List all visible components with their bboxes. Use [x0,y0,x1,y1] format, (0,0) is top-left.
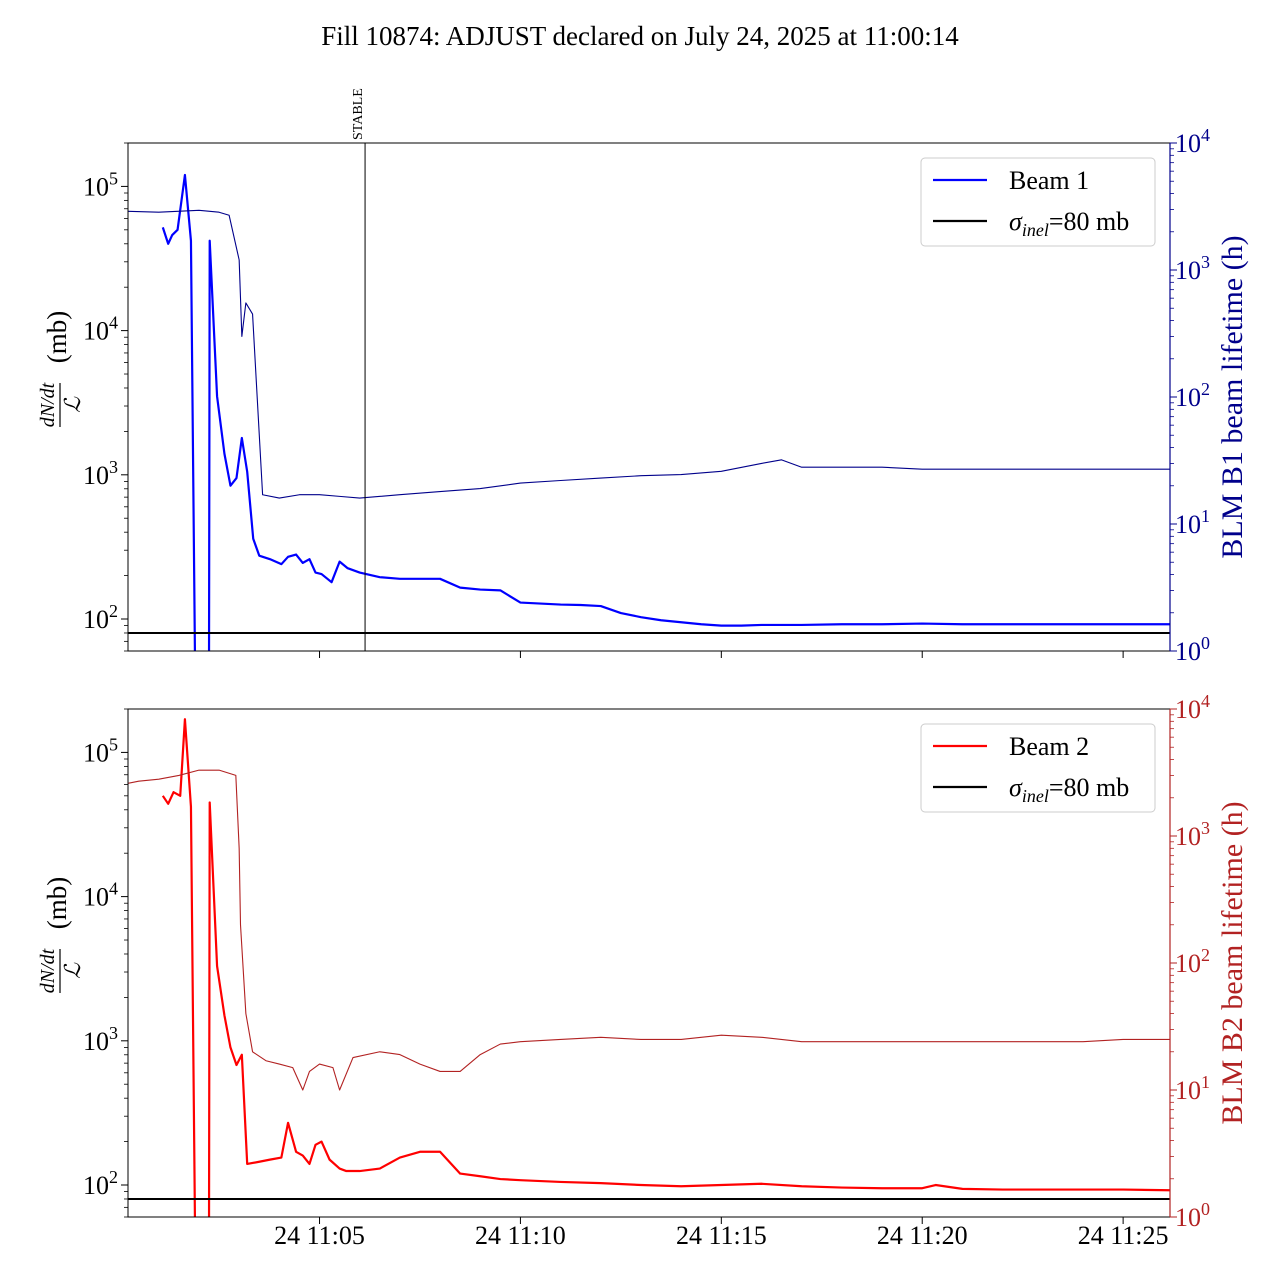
y-left-tick-label-base: 10 [83,883,109,912]
y-right-tick-label-exp: 4 [1201,691,1210,711]
panel-top: STABLE102103104105100101102103104(mb)dN/… [37,88,1249,666]
y-right-tick-label: 104 [1175,691,1210,724]
y-left-tick-label-base: 10 [83,738,109,767]
y-right-tick-label: 102 [1175,945,1210,978]
series-lifetime-line [128,209,1170,499]
legend-label: σinel=80 mb [1009,773,1129,806]
y-left-tick-label-base: 10 [83,1027,109,1056]
x-tick-label: 24 11:05 [274,1221,365,1250]
y-left-label: (mb) dN/dt ℒ [37,311,85,427]
y-left-tick-label-exp: 3 [109,457,118,477]
legend-label-sub: inel [1022,220,1049,240]
y-left-tick-label: 105 [83,168,118,201]
y-right-tick-label: 103 [1175,818,1210,851]
series-dndt-line [161,718,1170,1217]
y-right-tick-label-base: 10 [1175,510,1201,539]
y-right-tick-label-base: 10 [1175,695,1201,724]
y-right-tick-label-exp: 1 [1201,1072,1210,1092]
y-right-tick-label-base: 10 [1175,637,1201,666]
y-left-tick-label-base: 10 [83,461,109,490]
plot-area [128,173,1170,651]
legend-label-value: =80 mb [1049,773,1129,802]
y-right-tick-label-base: 10 [1175,949,1201,978]
y-right-tick-label-exp: 0 [1201,633,1210,653]
x-tick-label: 24 11:10 [475,1221,566,1250]
y-left-tick-label-base: 10 [83,605,109,634]
legend: Beam 1 σinel=80 mb [920,157,1156,247]
series-dndt-line [161,173,1170,651]
y-left-tick-label-exp: 5 [109,734,118,754]
y-left-tick-label-base: 10 [83,317,109,346]
y-left-tick-label-exp: 3 [109,1023,118,1043]
legend-label-value: =80 mb [1049,207,1129,236]
y-right-tick-label-exp: 3 [1201,818,1210,838]
plot-area [128,718,1170,1217]
series-lifetime-line [128,769,1170,1091]
y-left-tick-label-exp: 5 [109,168,118,188]
legend: Beam 2 σinel=80 mb [920,723,1156,813]
legend-label-sigma: σ [1009,773,1023,802]
y-left-label: (mb) dN/dt ℒ [37,877,85,993]
y-right-tick-label-exp: 3 [1201,252,1210,272]
y-left-label-numerator: dN/dt [37,382,59,427]
y-left-label-unit: (mb) [42,311,72,363]
y-left-tick-label: 102 [83,601,118,634]
y-right-tick-label: 104 [1175,125,1210,158]
y-left-tick-label-exp: 4 [109,879,118,899]
y-left-tick-label: 104 [83,879,118,912]
panels: STABLE102103104105100101102103104(mb)dN/… [37,88,1249,1250]
y-right-tick-label-base: 10 [1175,822,1201,851]
y-left-tick-label-base: 10 [83,172,109,201]
x-tick-label: 24 11:25 [1078,1221,1169,1250]
y-right-tick-label-exp: 0 [1201,1199,1210,1219]
y-left-tick-label-base: 10 [83,1171,109,1200]
legend-label-sub: inel [1022,786,1049,806]
y-right-tick-label-exp: 2 [1201,945,1210,965]
y-right-tick-label-base: 10 [1175,1076,1201,1105]
y-left-label-denominator: ℒ [60,396,85,413]
y-right-tick-label: 101 [1175,506,1210,539]
legend-label-sigma: σ [1009,207,1023,236]
legend-label: σinel=80 mb [1009,207,1129,240]
stable-marker-label: STABLE [351,88,366,140]
y-left-label-denominator: ℒ [60,962,85,979]
y-left-tick-label: 102 [83,1167,118,1200]
y-right-tick-label-exp: 2 [1201,379,1210,399]
y-left-tick-label-exp: 2 [109,1167,118,1187]
y-left-tick-label: 105 [83,734,118,767]
y-right-tick-label: 100 [1175,633,1210,666]
y-right-label: BLM B1 beam lifetime (h) [1216,235,1249,558]
y-right-tick-label-base: 10 [1175,129,1201,158]
figure-title: Fill 10874: ADJUST declared on July 24, … [321,21,959,51]
y-left-tick-label: 104 [83,313,118,346]
y-left-tick-label-exp: 4 [109,313,118,333]
y-left-label-unit: (mb) [42,877,72,929]
y-right-label: BLM B2 beam lifetime (h) [1216,801,1249,1124]
y-right-tick-label: 102 [1175,379,1210,412]
y-left-tick-label: 103 [83,457,118,490]
y-right-tick-label: 101 [1175,1072,1210,1105]
y-right-tick-label: 100 [1175,1199,1210,1232]
y-right-tick-label-base: 10 [1175,256,1201,285]
legend-label: Beam 2 [1009,732,1089,761]
y-right-tick-label: 103 [1175,252,1210,285]
y-right-tick-label-base: 10 [1175,1203,1201,1232]
y-left-label-numerator: dN/dt [37,948,59,993]
legend-label: Beam 1 [1009,166,1089,195]
y-left-tick-label: 103 [83,1023,118,1056]
x-tick-label: 24 11:15 [676,1221,767,1250]
y-right-tick-label-base: 10 [1175,383,1201,412]
y-left-tick-label-exp: 2 [109,601,118,621]
y-right-tick-label-exp: 1 [1201,506,1210,526]
x-tick-label: 24 11:20 [877,1221,968,1250]
y-right-tick-label-exp: 4 [1201,125,1210,145]
